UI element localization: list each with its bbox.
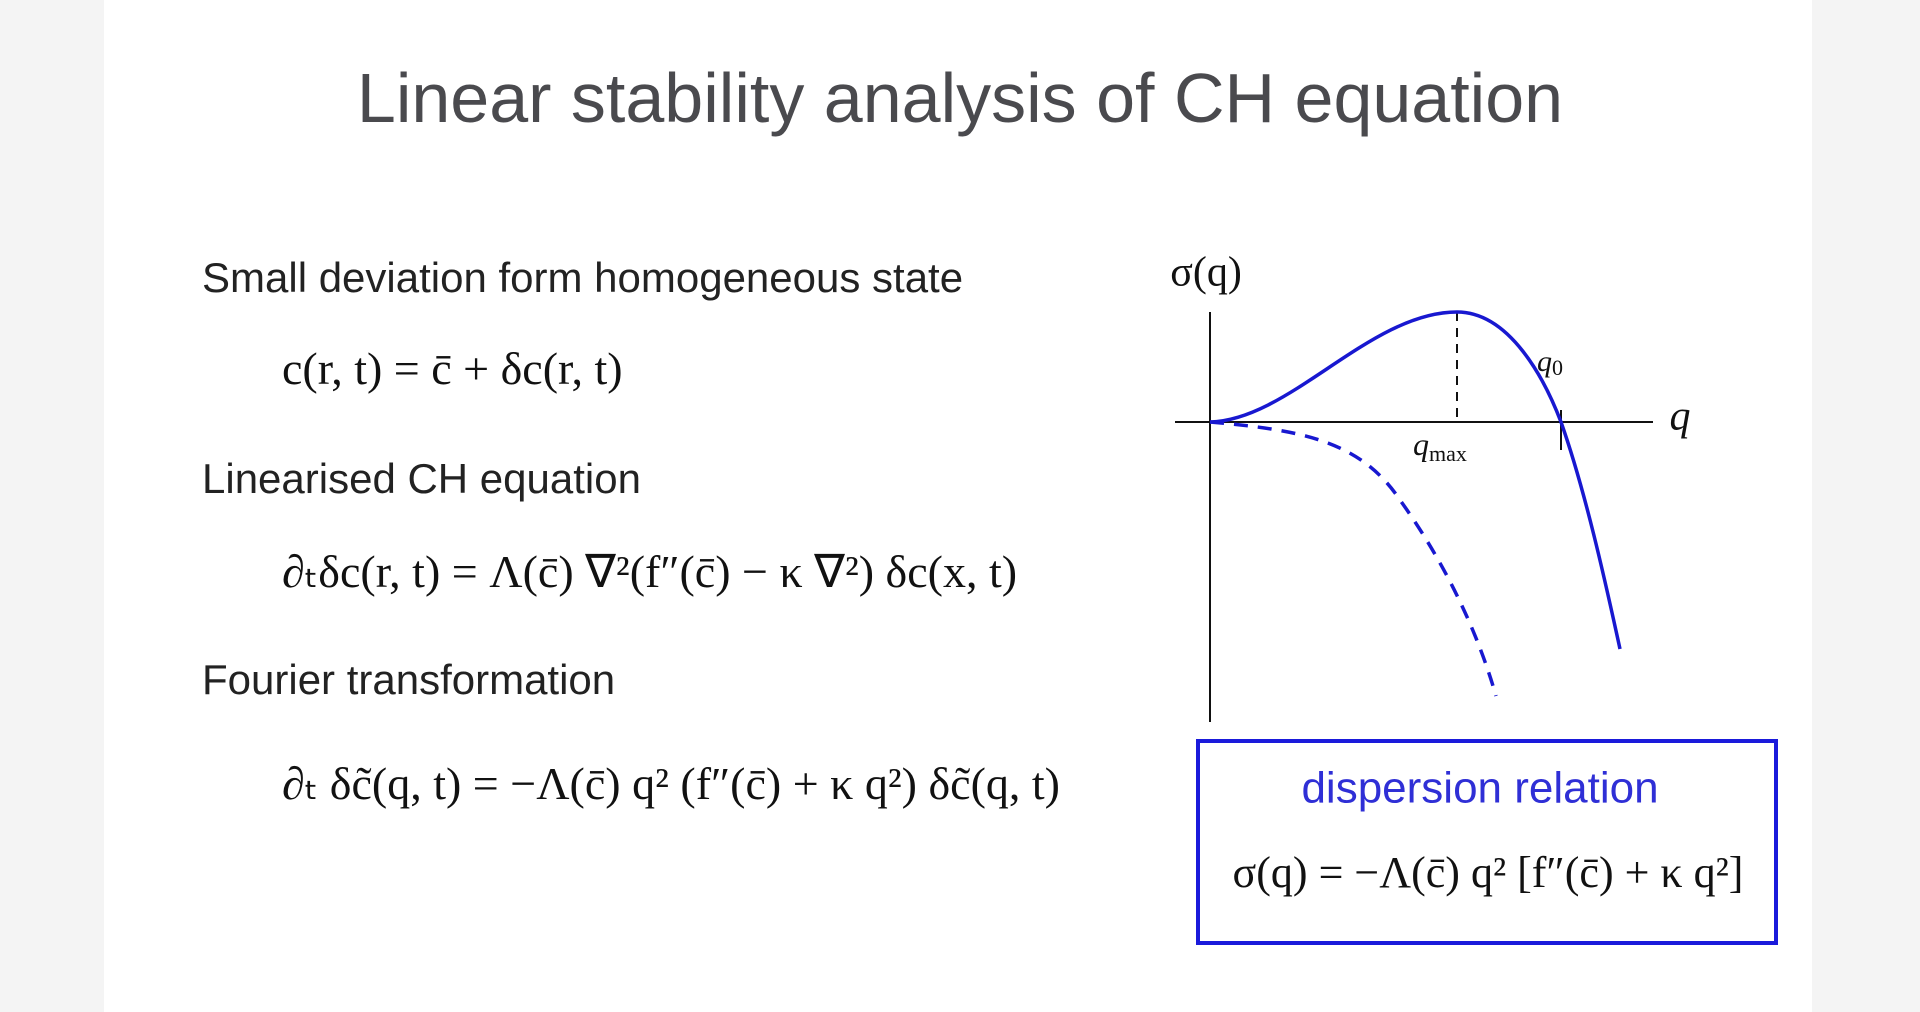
unstable-curve <box>1209 310 1622 650</box>
equation: ∂ₜδc(r, t) = Λ(c̄) ∇²(f″(c̄) − κ ∇²) δc(… <box>282 546 1018 597</box>
peak-label: qmax <box>1413 426 1467 466</box>
equation: c(r, t) = c̄ + δc(r, t) <box>282 343 623 394</box>
section-heading: Linearised CH equation <box>202 455 641 502</box>
box-title: dispersion relation <box>1301 764 1658 813</box>
x-axis-label: q <box>1670 394 1691 440</box>
box-equation: σ(q) = −Λ(c̄) q² [f″(c̄) + κ q²] <box>1233 848 1744 897</box>
slide-title: Linear stability analysis of CH equation <box>356 59 1564 137</box>
y-axis-label: σ(q) <box>1170 250 1242 296</box>
slide <box>104 0 1812 1012</box>
section-heading: Small deviation form homogeneous state <box>202 254 964 301</box>
stable-curve <box>1209 420 1498 697</box>
section-heading: Fourier transformation <box>202 656 616 703</box>
equation: ∂ₜ δc̃(q, t) = −Λ(c̄) q² (f″(c̄) + κ q²)… <box>282 758 1060 809</box>
box <box>1196 739 1778 945</box>
root-label: q0 <box>1537 345 1563 380</box>
